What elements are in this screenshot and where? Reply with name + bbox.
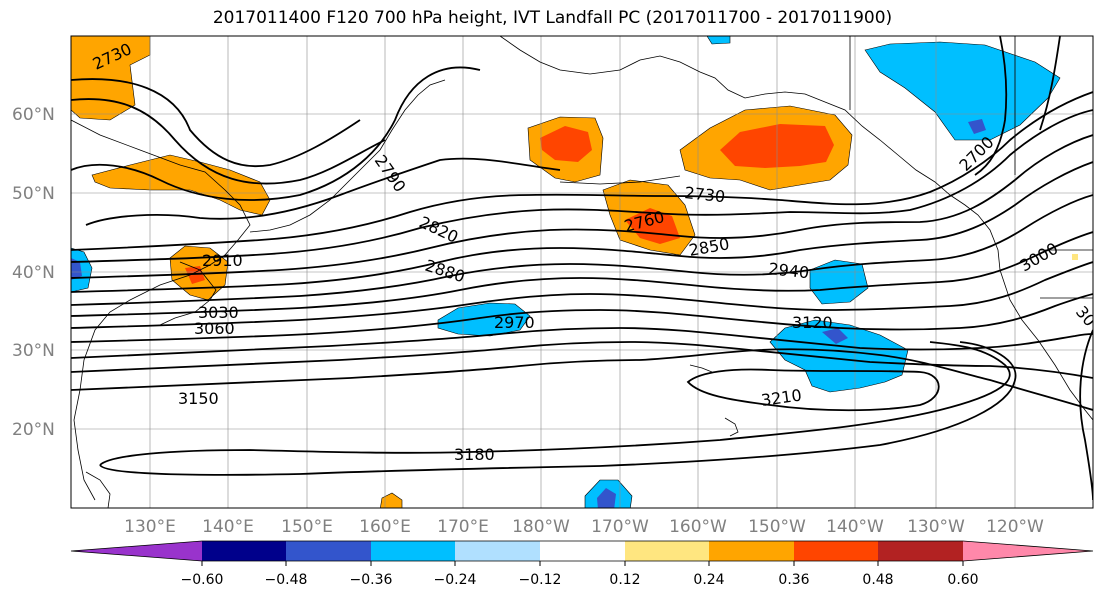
longitude-labels: 130°E 140°E 150°E 160°E 170°E 180°W 170°… xyxy=(124,517,1044,537)
contour-label: 2970 xyxy=(494,313,535,332)
colorbar-segment xyxy=(963,541,1093,561)
colorbar-segment xyxy=(202,541,286,561)
lon-label: 170°W xyxy=(591,517,649,537)
colorbar-tick-label: −0.24 xyxy=(434,572,477,588)
colorbar-tick-label: 0.12 xyxy=(609,572,640,588)
colorbar-segment xyxy=(709,541,794,561)
colorbar-segment xyxy=(371,541,455,561)
lon-label: 120°W xyxy=(986,517,1044,537)
map-frame xyxy=(70,35,1094,509)
colorbar-segment xyxy=(455,541,540,561)
colorbar-segment xyxy=(794,541,878,561)
lon-label: 140°E xyxy=(202,517,254,537)
colorbar-tick-label: −0.60 xyxy=(181,572,224,588)
lon-label: 160°E xyxy=(359,517,411,537)
map-title: 2017011400 F120 700 hPa height, IVT Land… xyxy=(212,8,893,28)
colorbar-segment xyxy=(286,541,371,561)
lat-label: 40°N xyxy=(12,263,55,283)
lon-label: 130°W xyxy=(907,517,965,537)
colorbar-segment xyxy=(71,541,202,561)
contour-label: 3150 xyxy=(178,389,219,408)
lon-label: 140°W xyxy=(826,517,884,537)
lon-label: 160°W xyxy=(669,517,727,537)
contour-label: 3030 xyxy=(198,303,239,322)
colorbar-tick-label: −0.48 xyxy=(265,572,308,588)
contour-label: 3060 xyxy=(194,319,235,338)
colorbar-tick-label: 0.36 xyxy=(778,572,809,588)
colorbar-tick-label: 0.24 xyxy=(693,572,724,588)
colorbar-segment xyxy=(878,541,963,561)
lat-label: 50°N xyxy=(12,184,55,204)
contour-label: 3120 xyxy=(792,313,833,332)
colorbar-segment xyxy=(540,541,625,561)
colorbar-segment xyxy=(625,541,709,561)
colorbar-tick-labels: −0.60 −0.48 −0.36 −0.24 −0.12 0.12 0.24 … xyxy=(181,572,979,588)
contour-label: 2730 xyxy=(684,183,726,206)
colorbar-tick-label: 0.48 xyxy=(862,572,893,588)
colorbar-tick-label: −0.12 xyxy=(519,572,562,588)
latitude-labels: 60°N 50°N 40°N 30°N 20°N xyxy=(12,105,55,440)
lon-label: 130°E xyxy=(124,517,176,537)
coastlines xyxy=(71,36,1093,508)
lat-label: 30°N xyxy=(12,341,55,361)
lon-label: 150°W xyxy=(748,517,806,537)
lon-label: 180°W xyxy=(512,517,570,537)
colorbar xyxy=(70,540,1094,566)
contour-label: 3180 xyxy=(454,445,495,464)
lat-label: 20°N xyxy=(12,420,55,440)
colorbar-tick-label: 0.60 xyxy=(947,572,978,588)
contour-label: 2910 xyxy=(202,251,243,270)
lat-label: 60°N xyxy=(12,105,55,125)
colorbar-tick-label: −0.36 xyxy=(350,572,393,588)
map-panel: 2730 2790 2820 2880 2910 3030 3060 3150 … xyxy=(71,36,1093,508)
lon-label: 170°E xyxy=(437,517,489,537)
lon-label: 150°E xyxy=(281,517,333,537)
height-contours xyxy=(71,36,1093,501)
contour-label: 2940 xyxy=(768,259,810,282)
ivt-negative-shading xyxy=(71,36,1061,508)
